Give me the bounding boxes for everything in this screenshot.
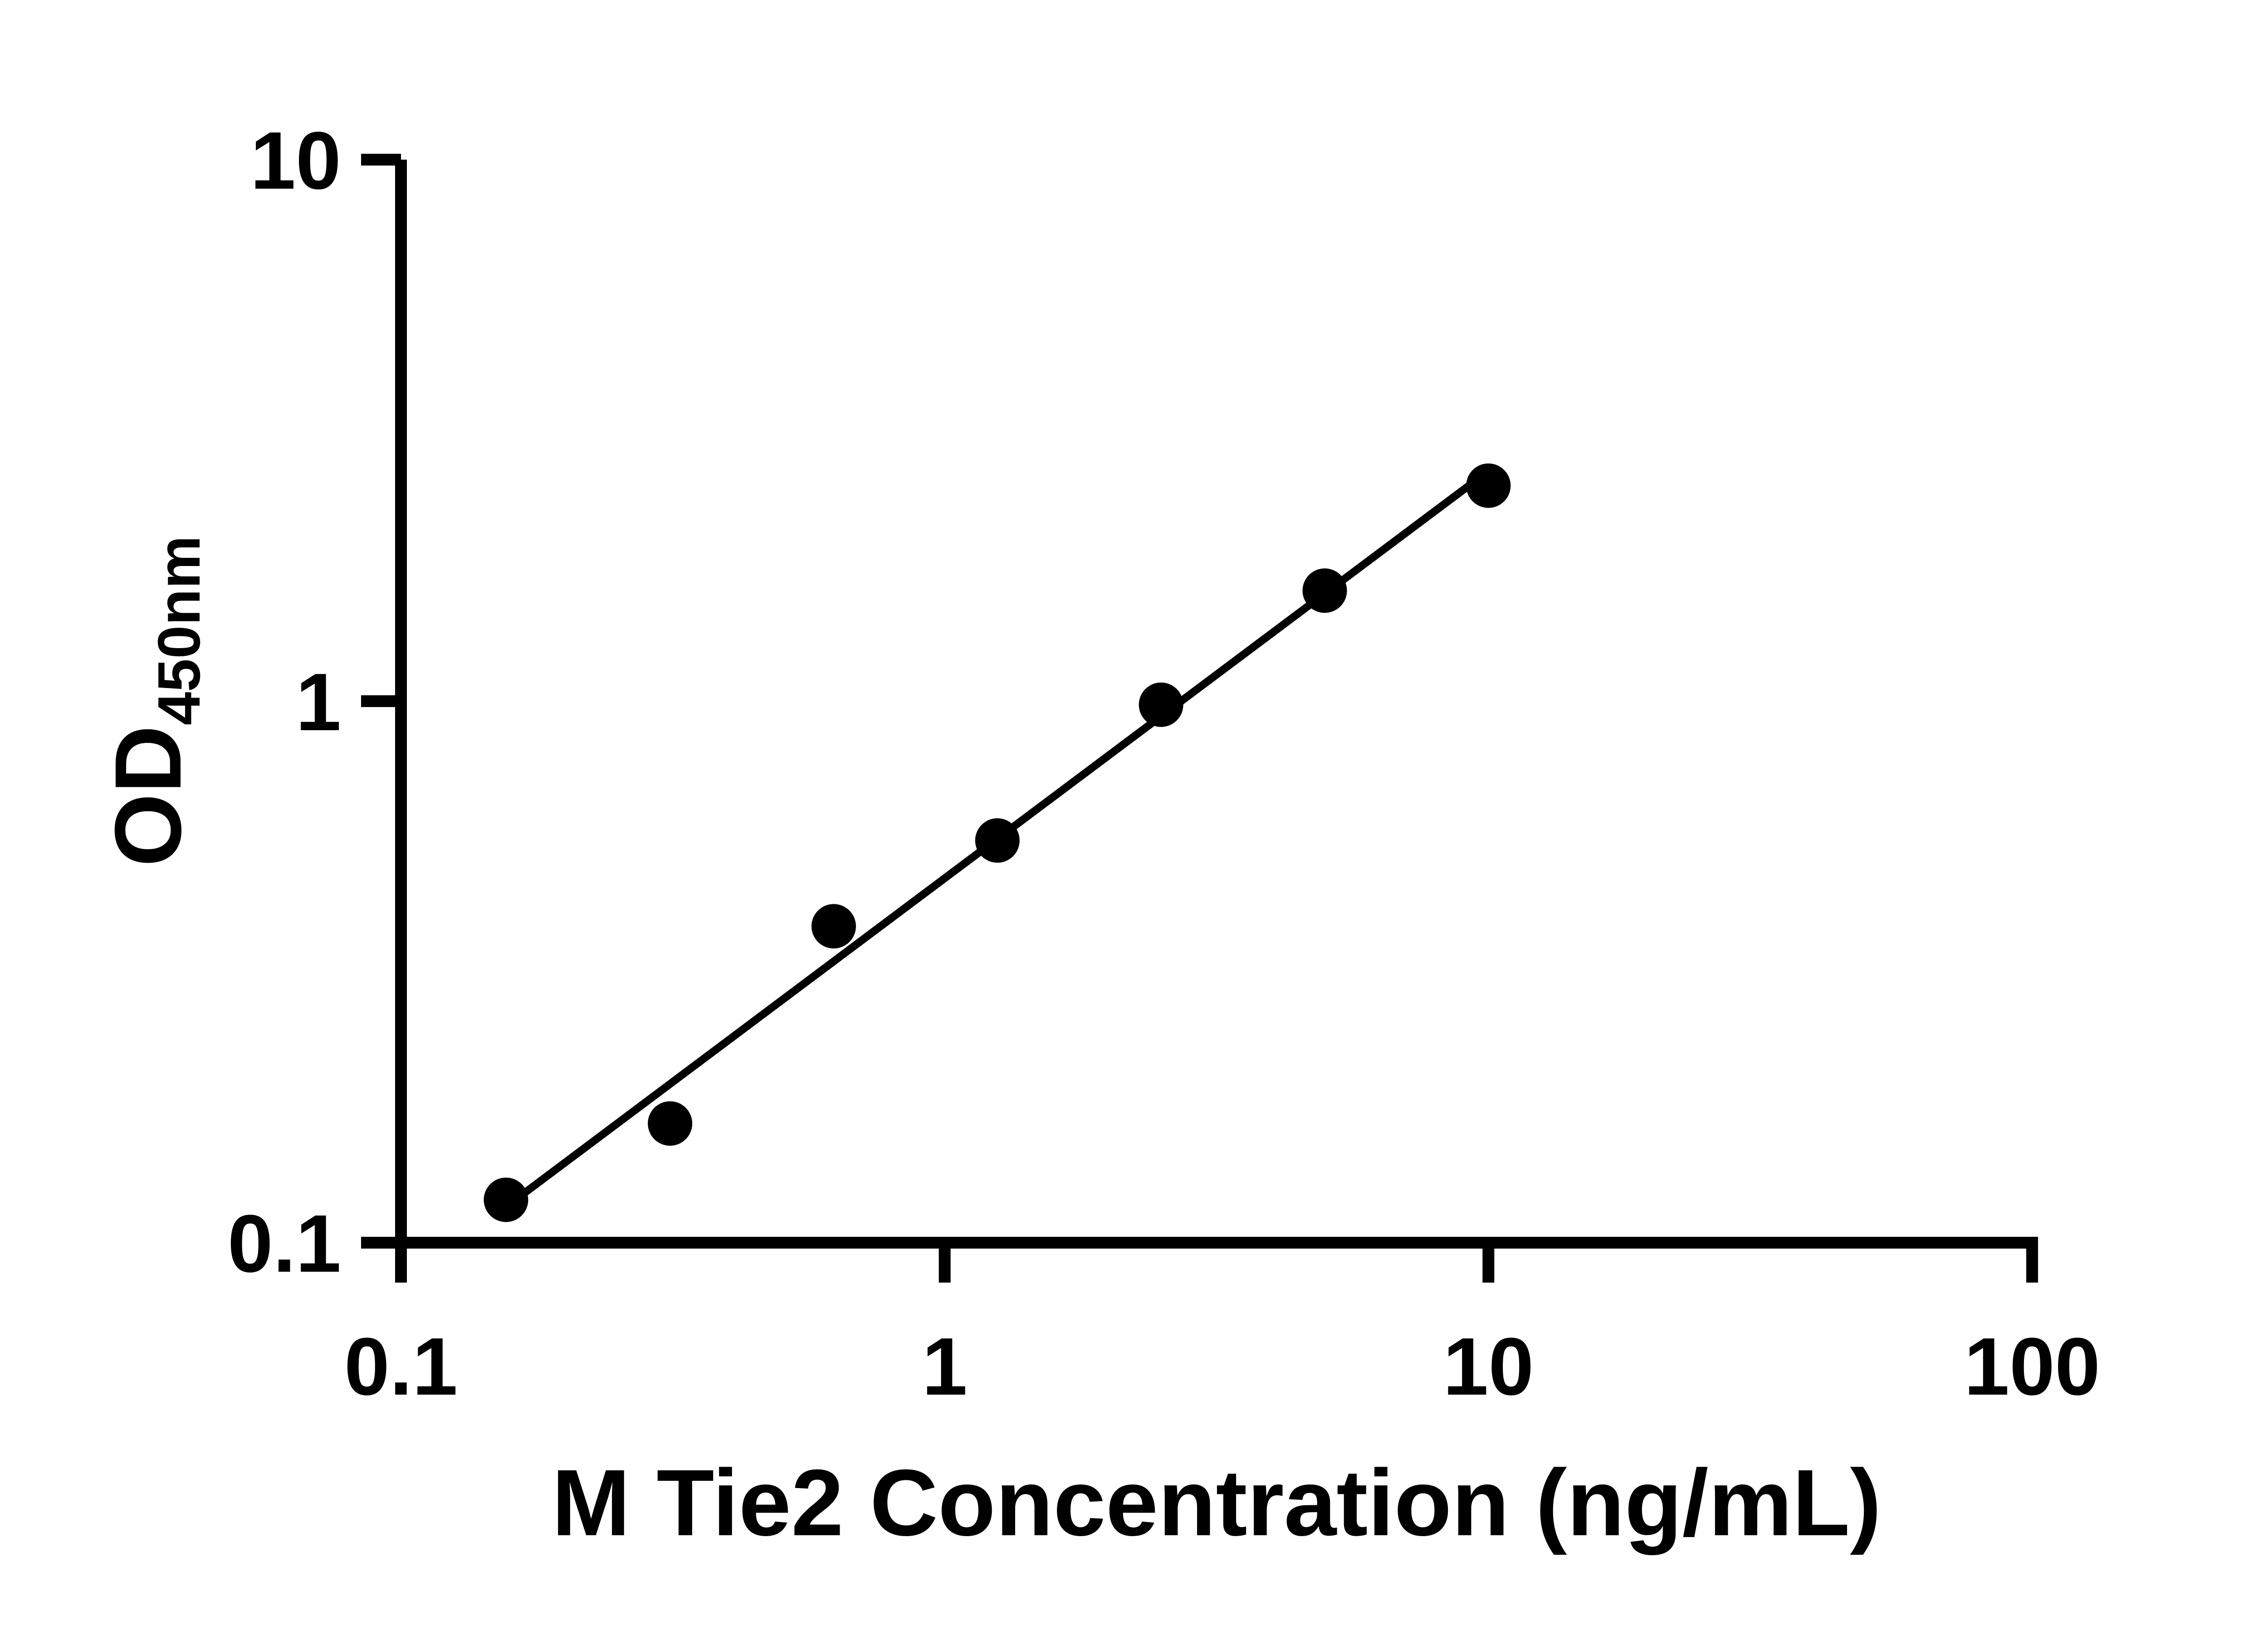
- data-point: [1302, 568, 1347, 613]
- y-axis-tick-label: 1: [296, 657, 341, 748]
- x-axis-tick-labels: 0.1 1 10 100: [344, 1321, 2100, 1412]
- y-axis-ticks: [361, 154, 401, 1249]
- data-point: [484, 1177, 528, 1222]
- y-axis-tick-labels: 0.1 1 10: [228, 115, 341, 1289]
- x-axis-tick-label: 0.1: [344, 1321, 458, 1412]
- data-point: [1466, 463, 1511, 508]
- x-axis-tick-label: 10: [1443, 1321, 1534, 1412]
- y-axis-tick-label: 0.1: [228, 1198, 341, 1289]
- data-point: [648, 1101, 693, 1146]
- data-points: [484, 463, 1511, 1222]
- data-point: [1139, 682, 1183, 727]
- axes-frame: [395, 160, 2038, 1249]
- x-axis-ticks: [395, 1243, 2038, 1283]
- y-axis-title-base: OD: [96, 725, 201, 867]
- y-axis-tick-label: 10: [250, 115, 341, 206]
- y-axis-title: OD450nm: [96, 536, 212, 867]
- data-point: [975, 818, 1020, 863]
- x-axis-tick-label: 100: [1964, 1321, 2100, 1412]
- x-axis-tick-label: 1: [922, 1321, 968, 1412]
- data-point: [811, 904, 856, 949]
- y-axis-title-subscript: 450nm: [146, 536, 212, 725]
- x-axis-title: M Tie2 Concentration (ng/mL): [552, 1450, 1881, 1556]
